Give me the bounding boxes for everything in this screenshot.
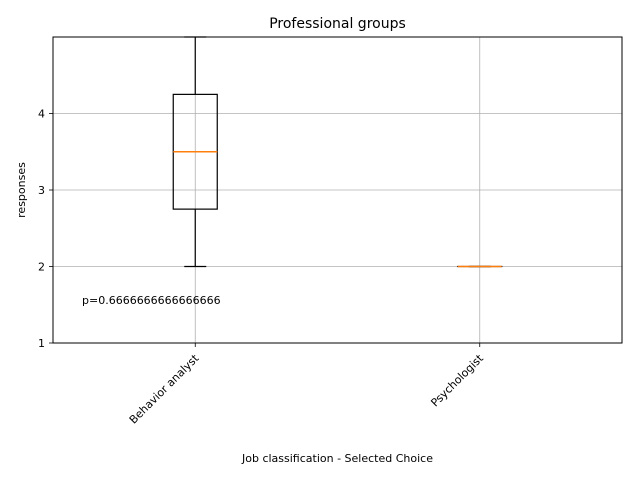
x-tick-label: Psychologist	[428, 351, 486, 409]
x-tick-label: Behavior analyst	[127, 351, 202, 426]
box-series	[172, 36, 503, 268]
y-tick-label: 4	[38, 108, 45, 121]
chart-title: Professional groups	[269, 16, 406, 32]
y-tick-label: 3	[38, 184, 45, 197]
y-tick-label: 1	[38, 337, 45, 350]
axis-ticks: 1 2 3 4 Behavior analyst Psychologist	[38, 108, 486, 427]
p-value-annotation: p=0.6666666666666666	[82, 294, 221, 307]
box-plot-item	[172, 36, 218, 268]
y-tick-label: 2	[38, 261, 45, 274]
x-axis-label: Job classification - Selected Choice	[241, 452, 433, 465]
y-axis-label: responses	[15, 162, 28, 218]
